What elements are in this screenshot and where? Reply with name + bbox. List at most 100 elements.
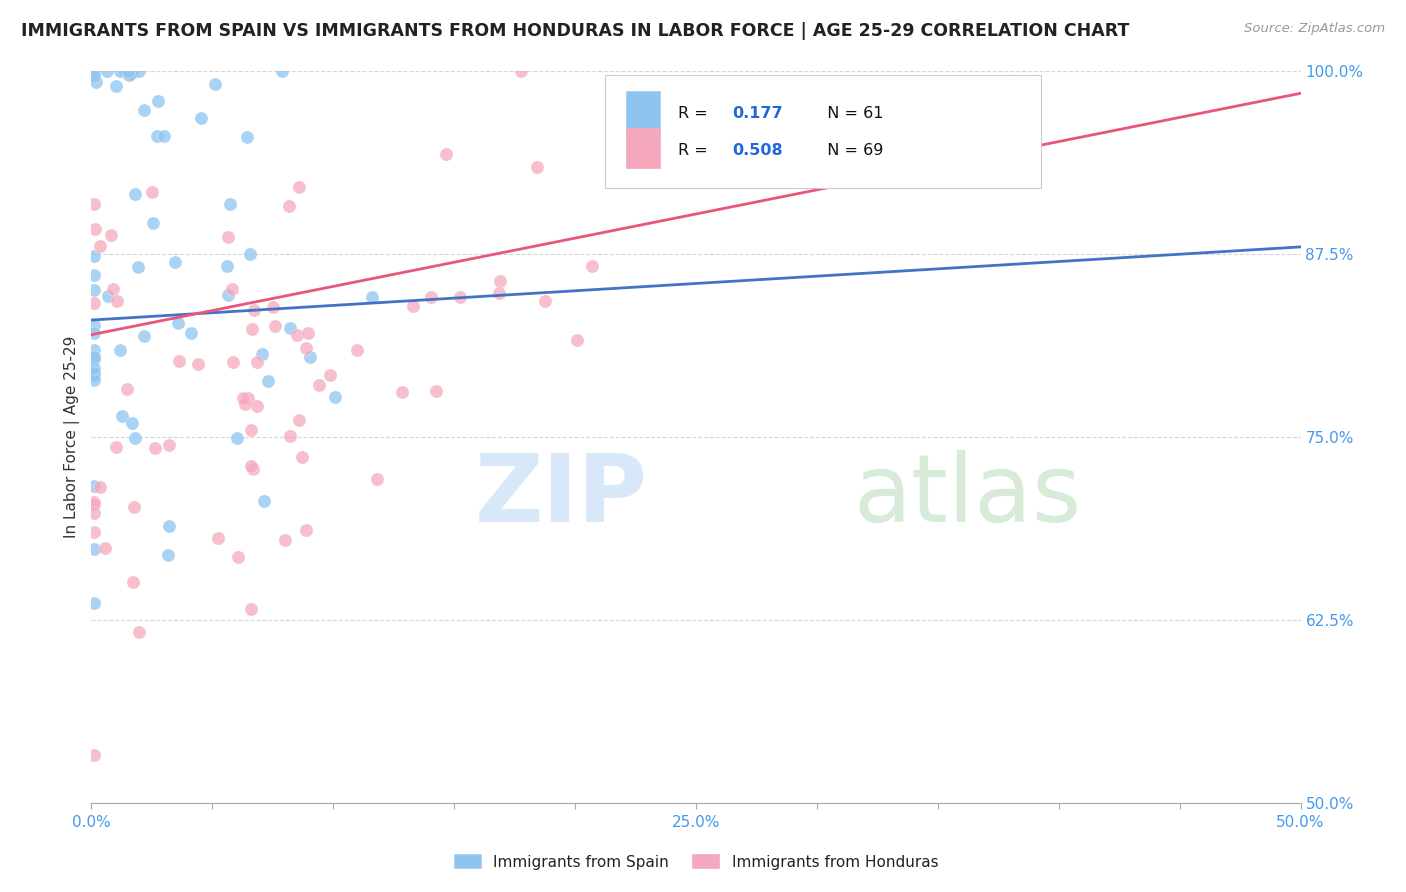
Point: [134, 329, 156, 343]
Point: [167, 353, 190, 368]
Point: [278, 321, 301, 335]
Point: [111, 409, 134, 423]
Legend: Immigrants from Spain, Immigrants from Honduras: Immigrants from Spain, Immigrants from H…: [447, 848, 945, 876]
Point: [242, 462, 264, 476]
Point: [257, 374, 280, 388]
Point: [294, 342, 316, 356]
Point: [101, 282, 124, 296]
Point: [83, 747, 105, 762]
Point: [83, 268, 105, 282]
Point: [128, 625, 150, 640]
Point: [239, 601, 262, 615]
Point: [217, 229, 239, 244]
Point: [83, 221, 105, 235]
Point: [291, 450, 314, 464]
Text: R =: R =: [678, 106, 713, 121]
Point: [253, 494, 276, 508]
Point: [526, 160, 548, 174]
Point: [240, 322, 263, 336]
Point: [488, 286, 510, 301]
Point: [83, 296, 105, 310]
Point: [83, 283, 105, 297]
FancyBboxPatch shape: [626, 92, 659, 132]
Point: [366, 472, 388, 486]
Text: 0.0%: 0.0%: [72, 814, 111, 830]
Point: [105, 78, 128, 93]
Text: atlas: atlas: [853, 450, 1081, 541]
Point: [243, 303, 266, 318]
Point: [127, 260, 149, 274]
Text: IMMIGRANTS FROM SPAIN VS IMMIGRANTS FROM HONDURAS IN LABOR FORCE | AGE 25-29 COR: IMMIGRANTS FROM SPAIN VS IMMIGRANTS FROM…: [21, 22, 1129, 40]
Point: [97, 289, 120, 303]
Point: [245, 399, 267, 413]
Point: [121, 574, 143, 589]
Point: [83, 351, 105, 366]
Point: [157, 519, 180, 533]
Point: [219, 197, 242, 211]
Point: [217, 259, 239, 273]
Point: [207, 531, 229, 545]
Point: [233, 397, 256, 411]
Text: N = 69: N = 69: [817, 143, 883, 158]
Text: R =: R =: [678, 143, 713, 158]
Text: 0.177: 0.177: [733, 106, 783, 121]
Point: [187, 357, 209, 371]
Point: [288, 413, 311, 427]
Point: [239, 246, 262, 260]
Point: [89, 479, 111, 493]
Point: [156, 548, 179, 562]
FancyBboxPatch shape: [626, 128, 659, 169]
Point: [297, 326, 319, 340]
Point: [226, 431, 249, 445]
Point: [581, 260, 603, 274]
Point: [83, 360, 105, 375]
Point: [157, 437, 180, 451]
Point: [118, 68, 141, 82]
Point: [236, 130, 259, 145]
Point: [236, 391, 259, 405]
Point: [190, 112, 212, 126]
Point: [114, 65, 136, 79]
Point: [240, 424, 263, 438]
Point: [83, 366, 105, 380]
Point: [141, 185, 163, 199]
Point: [100, 227, 122, 242]
Point: [83, 373, 105, 387]
Point: [165, 255, 187, 269]
Point: [121, 65, 143, 79]
Point: [288, 179, 311, 194]
Point: [510, 64, 533, 78]
Point: [221, 355, 243, 369]
Text: Source: ZipAtlas.com: Source: ZipAtlas.com: [1244, 22, 1385, 36]
Text: 25.0%: 25.0%: [672, 814, 720, 830]
Point: [273, 533, 295, 548]
Point: [488, 274, 510, 288]
Point: [252, 347, 274, 361]
Text: N = 61: N = 61: [817, 106, 883, 121]
Point: [105, 293, 128, 308]
Point: [425, 384, 447, 398]
Point: [83, 497, 105, 511]
Point: [565, 333, 588, 347]
Point: [263, 319, 285, 334]
Point: [124, 500, 146, 514]
Point: [226, 550, 249, 565]
Point: [146, 129, 169, 144]
Point: [361, 290, 384, 304]
Point: [402, 299, 425, 313]
Point: [83, 343, 105, 358]
Point: [108, 64, 131, 78]
Point: [84, 75, 107, 89]
Point: [83, 507, 105, 521]
Point: [120, 64, 142, 78]
Point: [204, 78, 226, 92]
Point: [142, 216, 165, 230]
Point: [117, 64, 139, 78]
Point: [115, 383, 138, 397]
Point: [262, 300, 284, 314]
Point: [240, 458, 263, 473]
Point: [323, 390, 346, 404]
Point: [121, 416, 143, 430]
Point: [449, 290, 471, 304]
Point: [83, 318, 105, 332]
